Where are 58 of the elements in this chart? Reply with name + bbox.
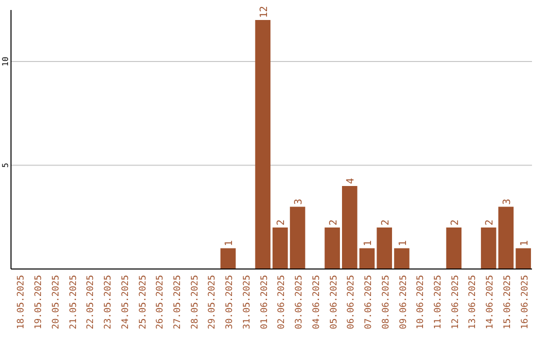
bar — [376, 228, 392, 269]
bar — [324, 228, 340, 269]
data-label: 12 — [258, 6, 270, 18]
data-label: 2 — [380, 219, 392, 226]
x-tick-label: 03.06.2025 — [294, 275, 305, 330]
x-tick-label: 13.06.2025 — [468, 275, 478, 330]
y-tick-label: 10 — [1, 56, 10, 66]
x-tick-label: 04.06.2025 — [312, 275, 322, 330]
x-tick-label: 24.05.2025 — [120, 275, 131, 330]
x-tick-label: 26.05.2025 — [156, 275, 166, 330]
bar — [480, 228, 496, 269]
x-tick-label: 29.05.2025 — [208, 275, 218, 330]
bar — [272, 228, 288, 269]
bar — [359, 248, 375, 269]
x-tick-label: 01.06.2025 — [260, 275, 270, 330]
x-tick-label: 09.06.2025 — [398, 275, 409, 330]
x-tick-label: 22.05.2025 — [86, 275, 96, 330]
x-tick-label: 30.05.2025 — [225, 275, 236, 330]
bar — [516, 248, 531, 269]
data-label: 3 — [502, 198, 513, 205]
bar — [342, 186, 358, 269]
bar — [255, 20, 270, 269]
x-tick-label: 18.05.2025 — [16, 275, 27, 330]
bar — [220, 248, 236, 269]
x-tick-label: 27.05.2025 — [172, 275, 183, 330]
data-label: 3 — [294, 198, 305, 205]
bar — [394, 248, 410, 269]
x-tick-label: 19.05.2025 — [34, 275, 44, 330]
data-label: 1 — [519, 240, 530, 246]
x-tick-label: 10.06.2025 — [416, 275, 426, 330]
data-label: 2 — [484, 219, 496, 226]
x-tick-label: 28.05.2025 — [190, 275, 200, 330]
x-tick-label: 05.06.2025 — [329, 275, 340, 330]
data-label: 1 — [224, 240, 236, 246]
y-tick-label: 5 — [1, 162, 10, 168]
data-label: 2 — [276, 219, 288, 226]
data-label: 4 — [346, 178, 357, 184]
data-label: 2 — [450, 219, 461, 226]
x-tick-label: 23.05.2025 — [104, 275, 114, 330]
x-tick-label: 25.05.2025 — [138, 275, 148, 330]
x-tick-label: 20.05.2025 — [51, 275, 62, 330]
x-tick-label: 06.06.2025 — [346, 275, 357, 330]
bar — [290, 206, 306, 269]
x-tick-label: 21.05.2025 — [68, 275, 79, 330]
bar — [498, 206, 514, 269]
bar — [446, 228, 462, 269]
x-tick-label: 15.06.2025 — [502, 275, 513, 330]
data-label: 2 — [328, 219, 340, 226]
x-tick-label: 07.06.2025 — [364, 275, 374, 330]
x-tick-label: 14.06.2025 — [486, 275, 496, 330]
x-tick-label: 16.06.2025 — [520, 275, 530, 330]
x-tick-label: 31.05.2025 — [242, 275, 252, 330]
data-label: 1 — [398, 240, 409, 246]
data-label: 1 — [363, 240, 374, 246]
x-tick-label: 08.06.2025 — [381, 275, 392, 330]
x-tick-label: 02.06.2025 — [277, 275, 288, 330]
x-tick-label: 11.06.2025 — [433, 275, 444, 330]
x-tick-label: 12.06.2025 — [450, 275, 461, 330]
